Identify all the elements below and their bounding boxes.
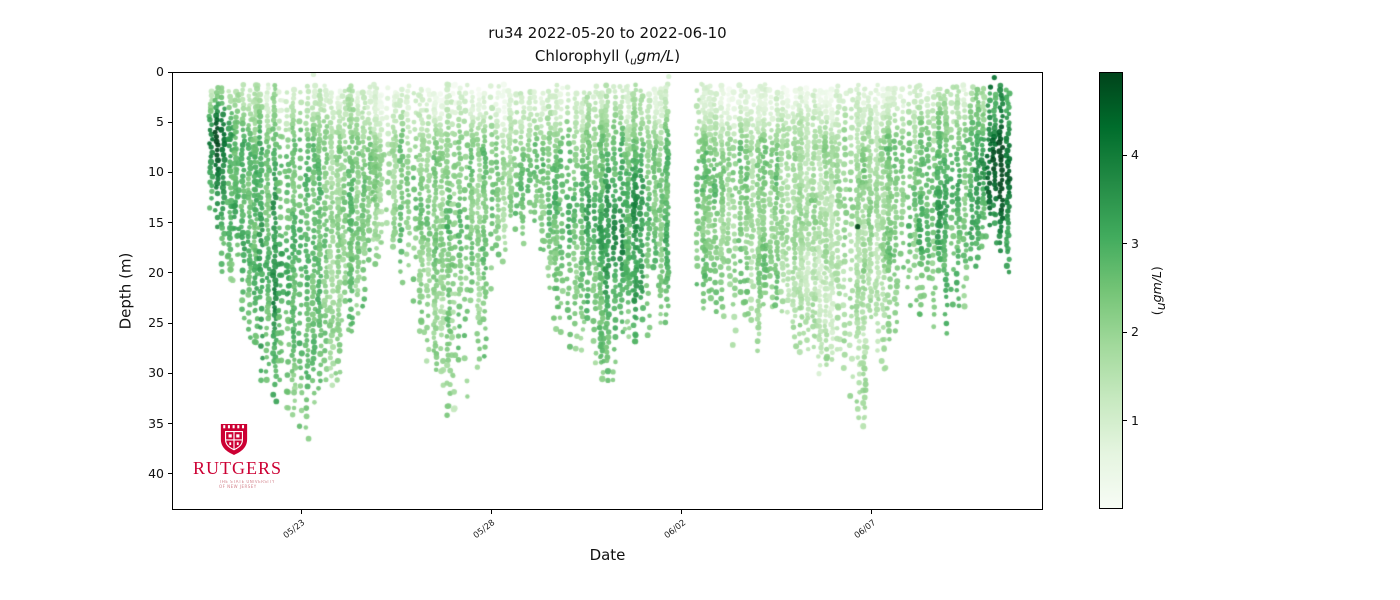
x-axis-label: Date [589,546,626,564]
y-tick-mark [168,473,172,475]
scatter-canvas [173,73,1042,509]
x-tick-mark [871,510,873,514]
y-tick-mark [168,322,172,324]
colorbar-tick-mark [1123,154,1127,156]
y-tick-label: 20 [148,264,164,280]
colorbar-tick-label: 3 [1131,235,1139,251]
y-tick-mark [168,222,172,224]
y-tick-mark [168,171,172,173]
rutgers-wordmark: RUTGERS [193,457,283,478]
colorbar-tick-label: 2 [1131,324,1139,340]
plot-title-line1: ru34 2022-05-20 to 2022-06-10 [488,24,727,42]
rutgers-shield-icon [220,423,248,455]
colorbar-tick-label: 4 [1131,147,1139,163]
y-tick-mark [168,372,172,374]
title-units-prefix: Chlorophyll ( [534,47,631,65]
plot-title-line2: Chlorophyll (ugm/L) [172,47,1043,71]
colorbar [1099,72,1123,509]
x-tick-mark [490,510,492,514]
y-tick-label: 40 [148,465,164,481]
cbar-units-subscript: u [1152,302,1168,311]
title-units-italic: gm/L [636,47,675,65]
cbar-units-suffix: ) [1148,265,1164,271]
colorbar-tick-mark [1123,420,1127,422]
y-axis-label: Depth (m) [116,252,134,330]
rutgers-logo: RUTGERS THE STATE UNIVERSITY OF NEW JERS… [193,422,303,492]
title-units-subscript: u [630,55,637,68]
colorbar-axis-label: (ugm/L) [1145,72,1171,509]
y-tick-label: 0 [156,64,164,79]
plot-area: RUTGERS THE STATE UNIVERSITY OF NEW JERS… [172,72,1043,510]
colorbar-tick-mark [1123,243,1127,245]
colorbar-tick-label: 1 [1131,412,1139,428]
y-tick-label: 35 [148,415,164,431]
title-units-suffix: ) [674,47,681,65]
rutgers-tagline: THE STATE UNIVERSITY OF NEW JERSEY [219,479,275,490]
y-tick-label: 15 [148,214,164,230]
cbar-units-prefix: ( [1148,310,1164,316]
y-tick-mark [168,121,172,123]
x-tick-mark [300,510,302,514]
colorbar-tick-mark [1123,331,1127,333]
y-tick-label: 5 [156,114,164,130]
y-tick-label: 10 [148,164,164,180]
y-tick-mark [168,272,172,274]
y-tick-mark [168,71,172,73]
cbar-units-italic: gm/L [1148,270,1164,303]
y-tick-mark [168,423,172,425]
y-tick-label: 30 [148,365,164,381]
y-tick-label: 25 [148,315,164,331]
x-tick-mark [681,510,683,514]
